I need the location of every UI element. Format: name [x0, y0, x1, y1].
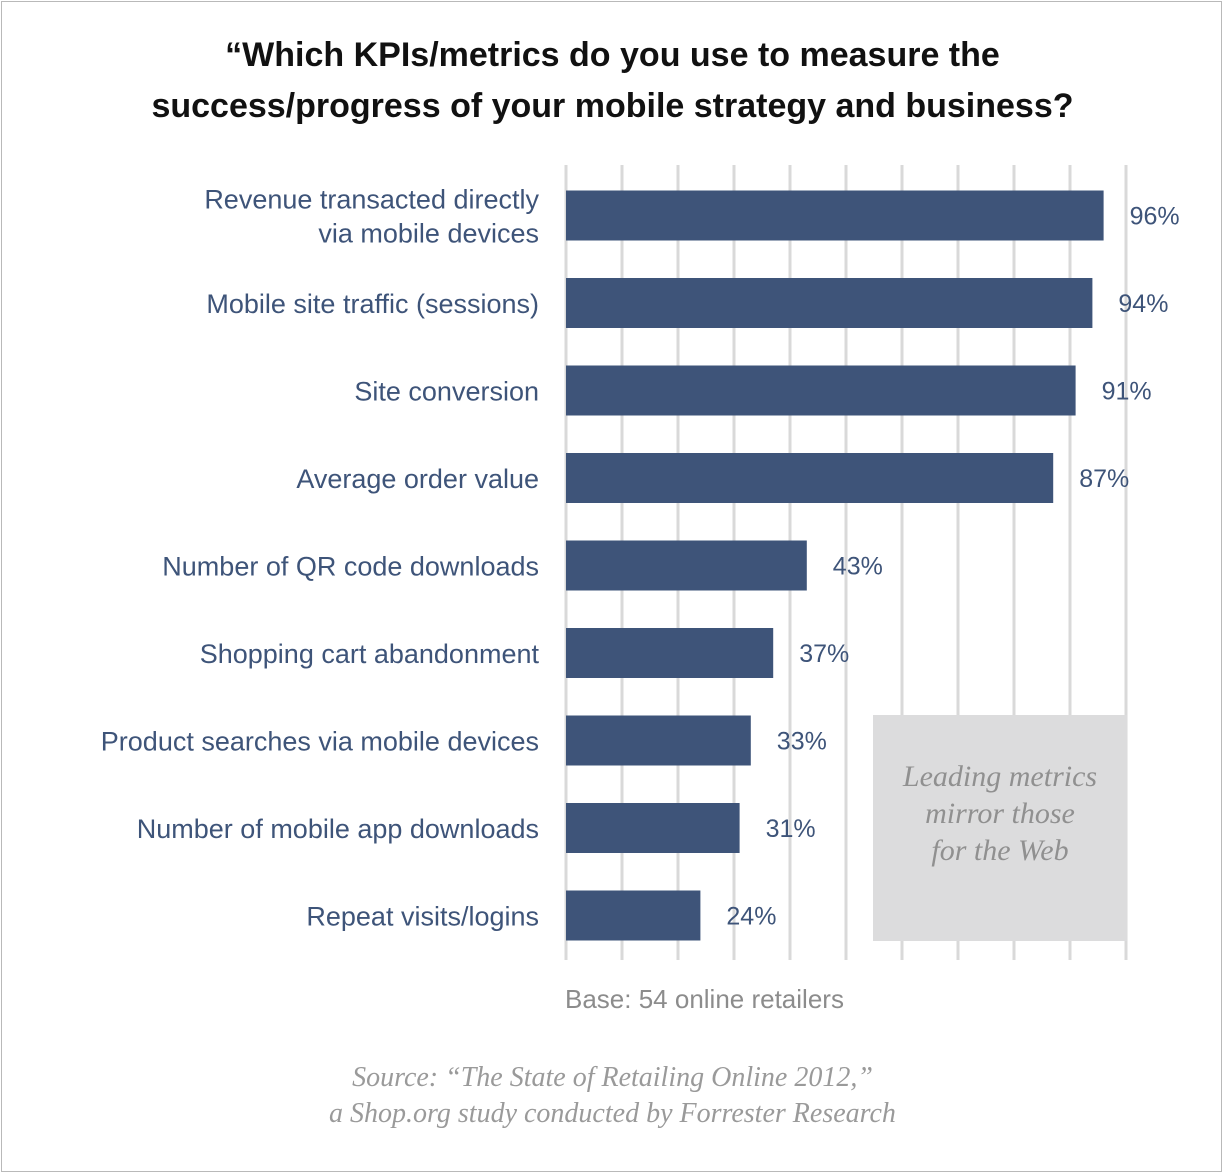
category-label: Number of mobile app downloads	[137, 814, 539, 844]
source-line-2: a Shop.org study conducted by Forrester …	[329, 1098, 896, 1129]
callout-box: Leading metrics mirror those for the Web	[873, 715, 1127, 941]
value-label: 33%	[777, 728, 827, 756]
source-line-1: Source: “The State of Retailing Online 2…	[352, 1062, 873, 1093]
category-label: Average order value	[296, 464, 539, 494]
value-label: 94%	[1118, 290, 1168, 318]
value-label: 24%	[726, 903, 776, 931]
value-label: 96%	[1130, 203, 1180, 231]
bar	[566, 803, 740, 853]
value-label: 37%	[799, 640, 849, 668]
chart-title: “Which KPIs/metrics do you use to measur…	[0, 30, 1225, 132]
base-note: Base: 54 online retailers	[565, 984, 844, 1014]
bar	[566, 365, 1076, 416]
callout-line-2: mirror those	[925, 796, 1075, 830]
category-label: Number of QR code downloads	[162, 552, 539, 582]
bar	[566, 190, 1104, 241]
callout-line-3: for the Web	[931, 833, 1069, 867]
bar	[566, 453, 1054, 503]
value-label: 31%	[766, 815, 816, 843]
bar	[566, 628, 774, 678]
category-label: Repeat visits/logins	[306, 902, 539, 932]
chart-title-line-2: success/progress of your mobile strategy…	[151, 87, 1074, 125]
bar	[566, 540, 807, 591]
category-label: Revenue transacted directly	[204, 185, 539, 215]
bar	[566, 890, 701, 941]
source-note: Source: “The State of Retailing Online 2…	[0, 1060, 1225, 1132]
bar	[566, 278, 1093, 328]
category-label: via mobile devices	[318, 219, 539, 249]
category-label: Shopping cart abandonment	[200, 639, 540, 669]
category-label: Product searches via mobile devices	[101, 727, 539, 757]
category-label: Site conversion	[354, 377, 539, 407]
callout-line-1: Leading metrics	[902, 759, 1098, 793]
value-label: 43%	[833, 553, 883, 581]
chart-title-line-1: “Which KPIs/metrics do you use to measur…	[225, 36, 1000, 74]
value-label: 91%	[1102, 378, 1152, 406]
bar	[566, 715, 751, 766]
value-label: 87%	[1079, 465, 1129, 493]
category-label: Mobile site traffic (sessions)	[206, 289, 539, 319]
